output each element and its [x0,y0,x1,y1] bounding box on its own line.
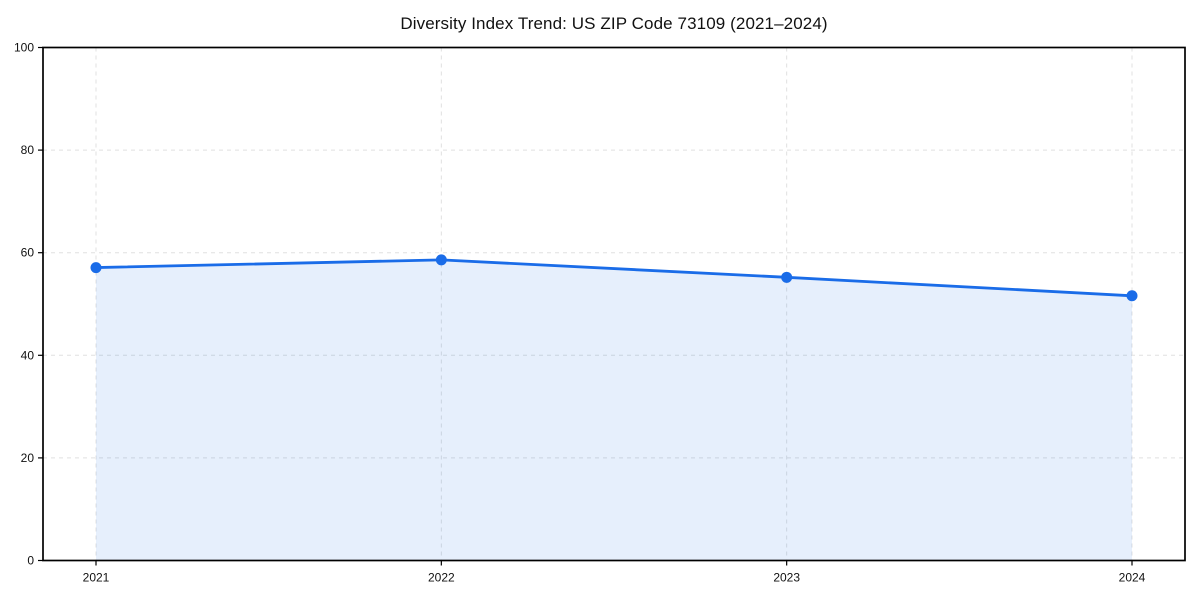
data-point [1126,290,1138,302]
x-tick-label: 2023 [773,571,800,585]
axis-ticks-labels: 0 20 40 60 80 100 2021 2022 2023 2024 [14,41,1146,585]
y-tick-label: 40 [21,348,35,362]
area-fill [96,259,1132,561]
y-tick-label: 60 [21,246,35,260]
axis-frame [42,46,1186,562]
data-points [90,254,1138,302]
y-tick-label: 0 [27,554,34,568]
data-point [435,254,447,266]
x-tick-label: 2021 [83,571,110,585]
y-tick-label: 100 [14,41,34,55]
x-tick-label: 2022 [428,571,455,585]
y-tick-label: 20 [21,451,35,465]
chart-title: Diversity Index Trend: US ZIP Code 73109… [400,14,828,33]
data-point [90,262,102,274]
x-tick-label: 2024 [1119,571,1146,585]
y-tick-label: 80 [21,143,35,157]
trend-line [94,258,1134,298]
data-point [781,271,793,283]
